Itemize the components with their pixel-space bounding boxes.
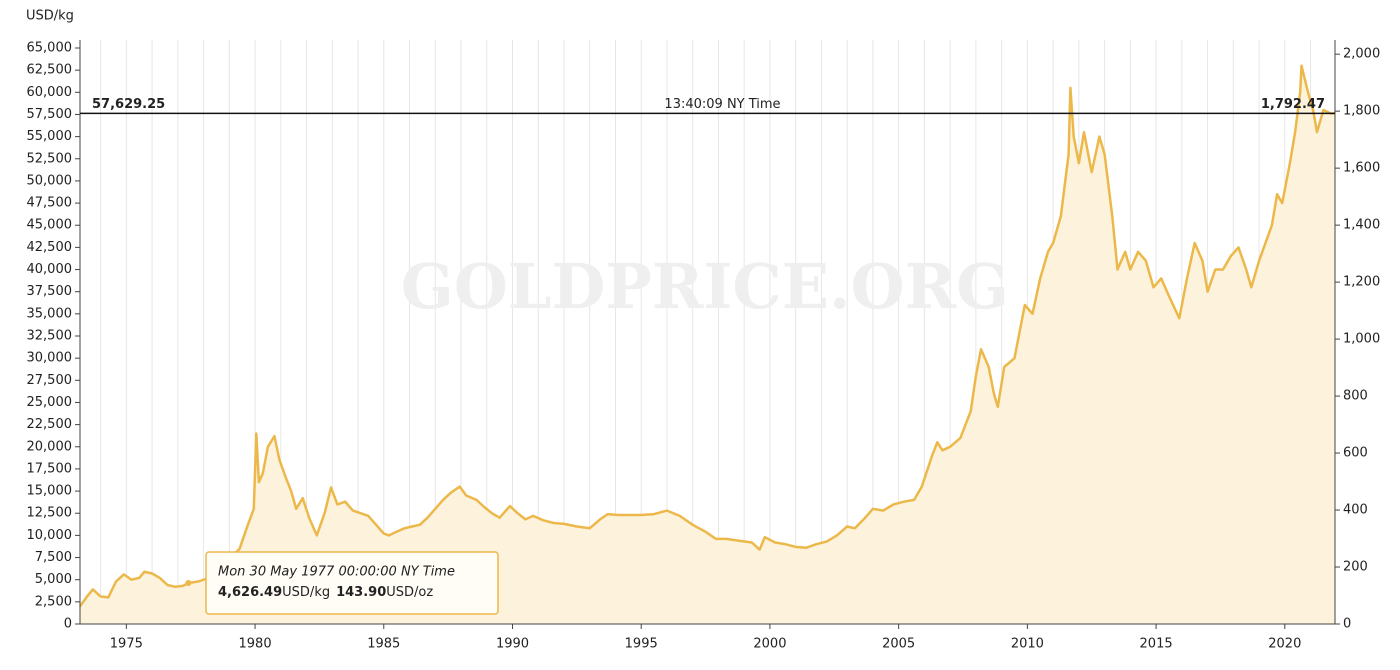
current-time: 13:40:09 NY Time xyxy=(664,97,780,112)
y-tick-label: 30,000 xyxy=(27,351,73,366)
y-tick-label: 65,000 xyxy=(27,41,73,56)
y-tick-label: 45,000 xyxy=(27,218,73,233)
x-tick-label: 2010 xyxy=(1011,637,1044,652)
y-tick-label: 25,000 xyxy=(27,395,73,410)
y-tick-label: 37,500 xyxy=(27,284,73,299)
x-tick-label: 2000 xyxy=(753,637,786,652)
x-tick-label: 1980 xyxy=(239,637,272,652)
y2-tick-label: 1,400 xyxy=(1343,218,1380,233)
x-tick-label: 1975 xyxy=(110,637,143,652)
y2-tick-label: 1,800 xyxy=(1343,104,1380,119)
current-oz-label: 1,792.47 xyxy=(1261,97,1325,112)
tooltip-box xyxy=(205,551,499,615)
x-tick-label: 2005 xyxy=(882,637,915,652)
y-tick-label: 15,000 xyxy=(27,484,73,499)
watermark: GOLDPRICE.ORG xyxy=(401,250,1009,323)
y-axis-label: USD/kg xyxy=(26,9,74,24)
y-tick-label: 12,500 xyxy=(27,506,73,521)
tooltip-values: 4,626.49USD/kg 143.90USD/oz xyxy=(218,585,433,600)
y-tick-label: 62,500 xyxy=(27,63,73,78)
y2-tick-label: 400 xyxy=(1343,503,1368,518)
y-tick-label: 40,000 xyxy=(27,262,73,277)
hover-point xyxy=(185,580,192,587)
y2-tick-label: 800 xyxy=(1343,389,1368,404)
y-tick-label: 7,500 xyxy=(35,550,72,565)
y-tick-label: 2,500 xyxy=(35,594,72,609)
y-tick-label: 47,500 xyxy=(27,196,73,211)
y-tick-label: 57,500 xyxy=(27,107,73,122)
y-tick-label: 42,500 xyxy=(27,240,73,255)
price-line xyxy=(78,64,1336,608)
tooltip-kg-unit: USD/kg xyxy=(282,585,330,600)
y-tick-label: 22,500 xyxy=(27,417,73,432)
y-tick-label: 60,000 xyxy=(27,85,73,100)
y-tick-label: 0 xyxy=(64,617,72,632)
y-tick-label: 17,500 xyxy=(27,461,73,476)
y2-tick-label: 1,000 xyxy=(1343,332,1380,347)
x-tick-label: 1985 xyxy=(367,637,400,652)
x-tick-label: 2015 xyxy=(1140,637,1173,652)
y2-tick-label: 2,000 xyxy=(1343,47,1380,62)
y-tick-label: 27,500 xyxy=(27,373,73,388)
y-tick-label: 52,500 xyxy=(27,151,73,166)
y2-tick-label: 0 xyxy=(1343,617,1351,632)
current-kg-label: 57,629.25 xyxy=(92,97,165,112)
x-tick-label: 2020 xyxy=(1268,637,1301,652)
y2-tick-label: 1,200 xyxy=(1343,275,1380,290)
y2-tick-label: 1,600 xyxy=(1343,161,1380,176)
x-tick-label: 1995 xyxy=(625,637,658,652)
y2-tick-label: 200 xyxy=(1343,560,1368,575)
y-tick-label: 5,000 xyxy=(35,572,72,587)
y-tick-label: 32,500 xyxy=(27,329,73,344)
y-tick-label: 50,000 xyxy=(27,173,73,188)
tooltip-oz-unit: USD/oz xyxy=(386,585,433,600)
y-tick-label: 20,000 xyxy=(27,439,73,454)
area-fill xyxy=(80,65,1335,624)
y2-tick-label: 600 xyxy=(1343,446,1368,461)
y-tick-label: 10,000 xyxy=(27,528,73,543)
tooltip-oz: 143.90 xyxy=(336,585,386,600)
tooltip-kg: 4,626.49 xyxy=(218,585,282,600)
y-tick-label: 35,000 xyxy=(27,306,73,321)
tooltip-date: Mon 30 May 1977 00:00:00 NY Time xyxy=(218,565,455,580)
y-tick-label: 55,000 xyxy=(27,129,73,144)
x-tick-label: 1990 xyxy=(496,637,529,652)
